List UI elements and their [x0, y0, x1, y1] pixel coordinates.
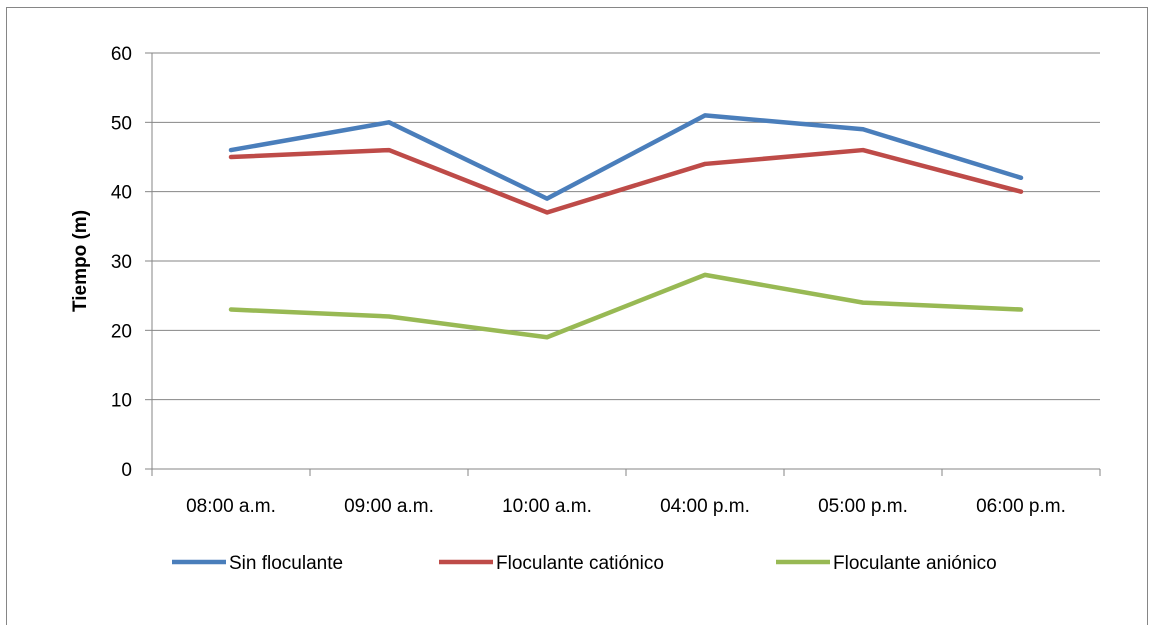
data-point — [861, 127, 865, 132]
data-point — [229, 307, 233, 312]
y-tick-label: 60 — [111, 44, 132, 65]
x-tick-label: 06:00 p.m. — [976, 496, 1066, 517]
y-tick-label: 10 — [111, 391, 132, 412]
x-tick-label: 04:00 p.m. — [660, 496, 750, 517]
data-point — [387, 314, 391, 319]
data-point — [545, 196, 549, 201]
y-tick-label: 50 — [111, 113, 132, 134]
data-point — [545, 335, 549, 340]
y-tick-label: 30 — [111, 252, 132, 273]
series-line — [228, 272, 1024, 340]
legend: Sin floculante Floculante catiónico Flocul… — [172, 553, 997, 574]
data-point — [229, 148, 233, 153]
data-point — [861, 148, 865, 153]
data-point — [387, 120, 391, 125]
data-point — [1019, 307, 1023, 312]
data-point — [387, 148, 391, 153]
y-tick-label: 40 — [111, 183, 132, 204]
data-point — [1019, 175, 1023, 180]
series-line — [228, 147, 1024, 215]
series-lines — [228, 113, 1024, 340]
legend-label: Floculante catiónico — [496, 553, 664, 574]
data-point — [703, 272, 707, 277]
y-tick-label: 0 — [121, 460, 132, 481]
gridlines — [152, 52, 1100, 401]
data-point — [703, 161, 707, 166]
data-point — [703, 113, 707, 118]
data-point — [861, 300, 865, 305]
data-point — [1019, 189, 1023, 194]
chart-area — [6, 7, 1148, 625]
legend-label: Sin floculante — [229, 553, 343, 574]
data-point — [229, 155, 233, 159]
x-tick-label: 10:00 a.m. — [502, 496, 592, 517]
x-tick-label: 08:00 a.m. — [186, 496, 276, 517]
axes: 0 10 20 30 40 50 60 08:00 a.m. 09:00 a.m. 10:00 a… — [111, 44, 1101, 517]
y-tick-label: 20 — [111, 321, 132, 342]
series-line — [228, 113, 1024, 201]
x-tick-label: 09:00 a.m. — [344, 496, 434, 517]
legend-label: Floculante aniónico — [833, 553, 997, 574]
x-tick-label: 05:00 p.m. — [818, 496, 908, 517]
data-point — [545, 210, 549, 215]
y-axis-title: Tiempo (m) — [70, 210, 91, 312]
